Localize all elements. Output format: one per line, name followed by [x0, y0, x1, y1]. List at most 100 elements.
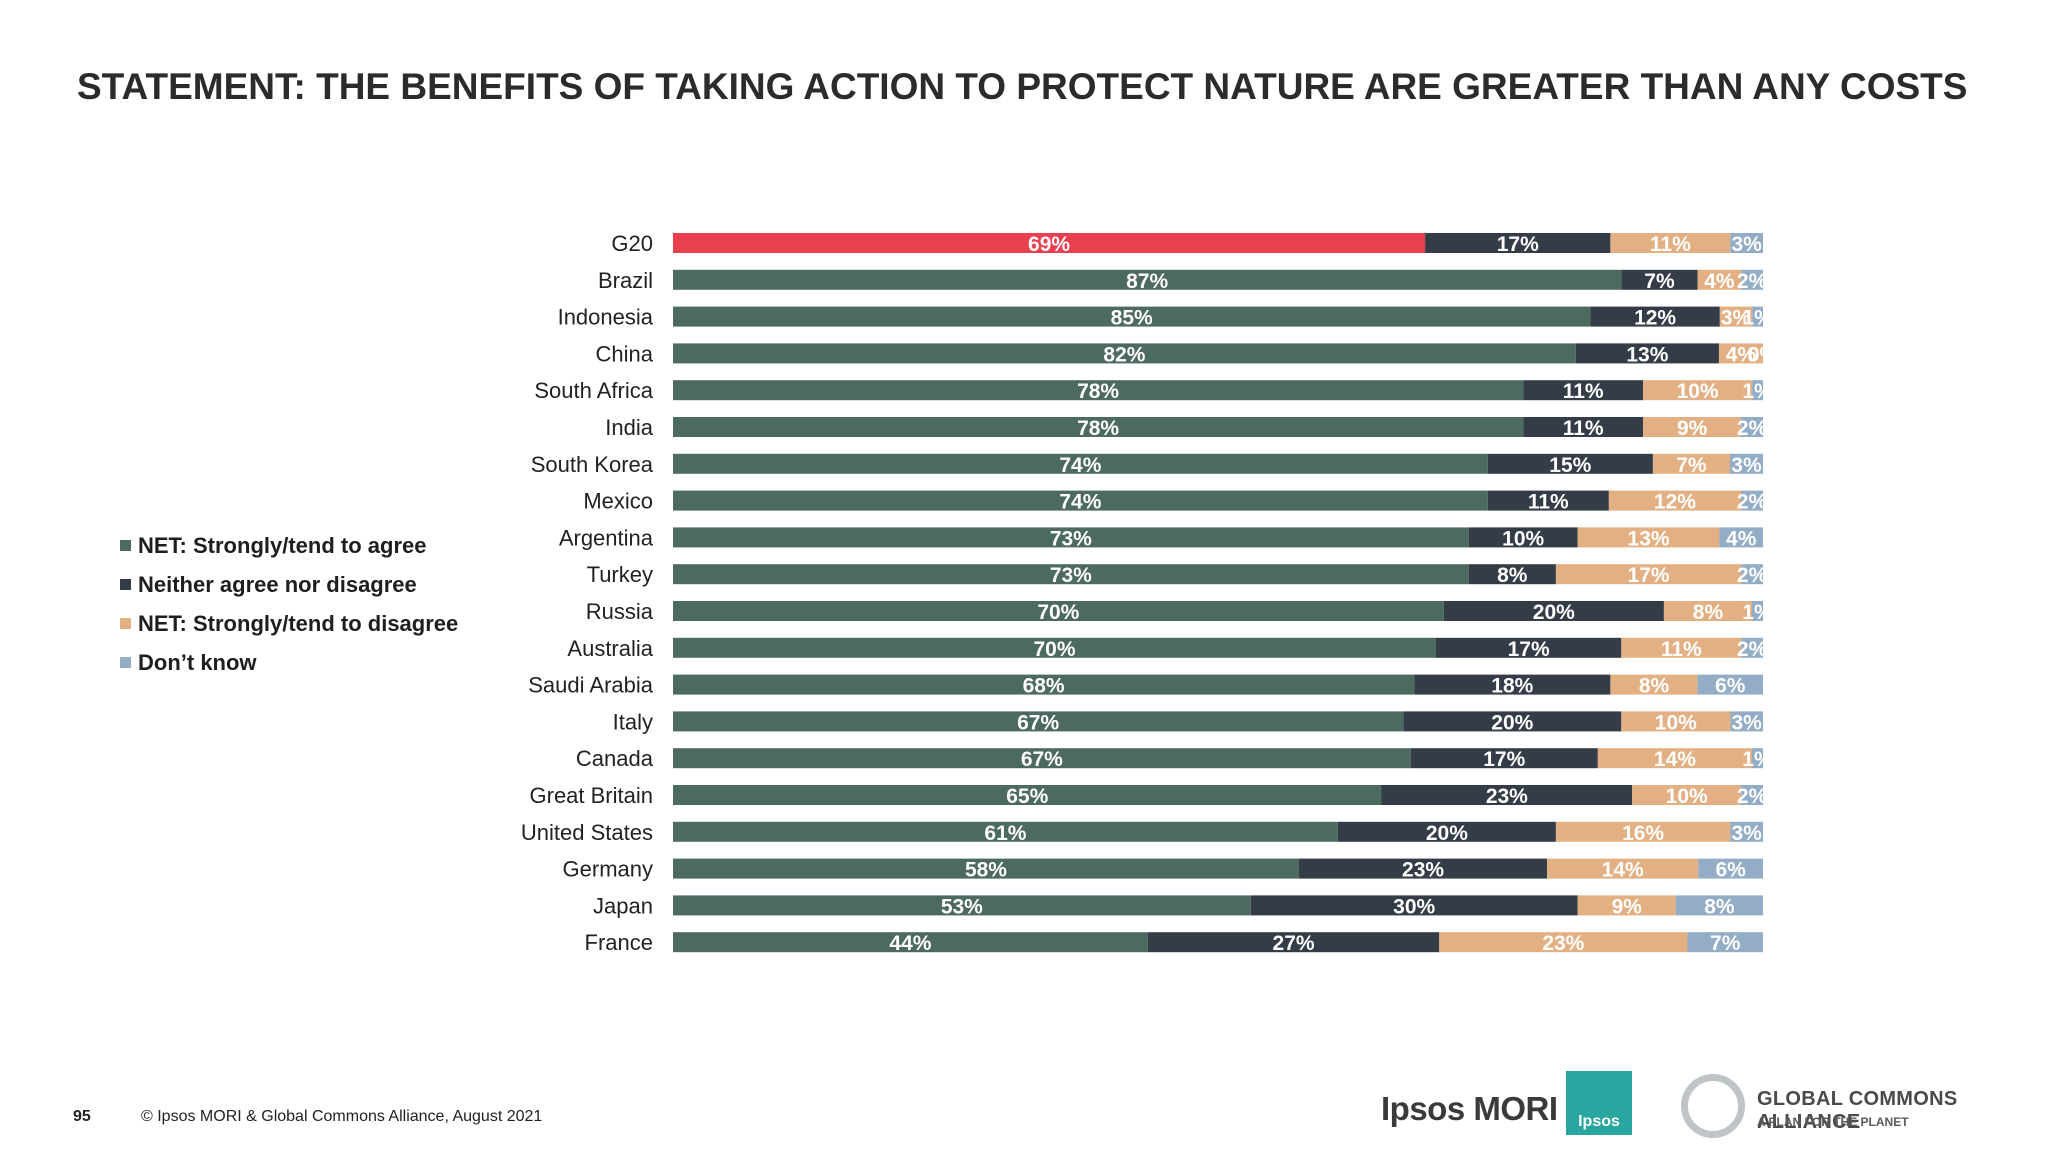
bar-united-states-agree [673, 821, 1338, 842]
data-label-australia-disagree: 11% [1661, 638, 1702, 661]
bar-g20-dont-know [1730, 233, 1763, 253]
data-label-russia-neither: 20% [1533, 601, 1575, 624]
data-label-united-states-dont-know: 3% [1731, 822, 1762, 845]
legend-item-disagree: NET: Strongly/tend to disagree [120, 604, 458, 643]
data-label-japan-neither: 30% [1393, 895, 1435, 918]
data-label-australia-neither: 17% [1508, 638, 1550, 661]
global-commons-logo-tagline: A PLAN FOR THE PLANET [1757, 1115, 1909, 1129]
legend-swatch-neither [120, 579, 131, 590]
bar-china-neither [1575, 343, 1719, 364]
category-label-south-africa: South Africa [534, 378, 653, 403]
data-label-great-britain-dont-know: 2% [1737, 785, 1768, 808]
data-label-south-korea-disagree: 7% [1676, 454, 1707, 477]
data-label-china-neither: 13% [1626, 343, 1668, 366]
bar-brazil-disagree [1697, 269, 1742, 290]
legend-label-neither: Neither agree nor disagree [138, 571, 417, 597]
category-label-canada: Canada [576, 746, 654, 771]
bar-indonesia-agree [673, 306, 1591, 327]
data-label-great-britain-neither: 23% [1486, 785, 1528, 808]
data-label-argentina-neither: 10% [1502, 527, 1544, 550]
legend-label-dont-know: Don’t know [138, 649, 257, 675]
page-number: 95 [73, 1108, 91, 1125]
category-label-france: France [585, 930, 653, 955]
bar-saudi-arabia-agree [673, 674, 1415, 695]
category-label-china: China [596, 341, 654, 366]
page-title: STATEMENT: THE BENEFITS OF TAKING ACTION… [77, 66, 1968, 107]
bar-italy-dont-know [1730, 711, 1763, 732]
data-label-mexico-agree: 74% [1059, 491, 1101, 514]
bar-india-disagree [1643, 417, 1742, 437]
bar-japan-agree [673, 895, 1251, 916]
data-label-brazil-neither: 7% [1644, 270, 1675, 293]
bar-australia-agree [673, 637, 1436, 658]
global-commons-logo-icon [1681, 1074, 1745, 1138]
data-label-g20-agree: 69% [1028, 233, 1070, 256]
bar-italy-disagree [1621, 711, 1731, 732]
data-label-france-agree: 44% [889, 932, 931, 955]
data-label-canada-dont-know: 1% [1742, 748, 1773, 771]
data-label-italy-neither: 20% [1491, 711, 1533, 734]
data-label-china-disagree: 4% [1726, 343, 1757, 366]
category-label-indonesia: Indonesia [558, 305, 654, 330]
data-label-argentina-dont-know: 4% [1726, 527, 1757, 550]
data-label-turkey-dont-know: 2% [1737, 564, 1768, 587]
bar-mexico-dont-know [1740, 490, 1763, 511]
bar-brazil-neither [1621, 269, 1698, 290]
data-label-g20-neither: 17% [1497, 233, 1539, 256]
legend-swatch-dont-know [120, 657, 131, 668]
category-label-italy: Italy [613, 709, 653, 734]
ipsos-mori-logo: Ipsos MORI [1381, 1090, 1558, 1127]
bar-argentina-disagree [1577, 527, 1720, 548]
data-label-south-africa-disagree: 10% [1677, 380, 1719, 403]
data-label-turkey-neither: 8% [1497, 564, 1528, 587]
data-label-g20-disagree: 11% [1650, 233, 1691, 256]
data-label-canada-disagree: 14% [1654, 748, 1696, 771]
bar-italy-agree [673, 711, 1404, 732]
bar-canada-neither [1410, 748, 1598, 769]
category-label-japan: Japan [593, 893, 653, 918]
data-label-indonesia-dont-know: 1% [1742, 307, 1773, 330]
bar-indonesia-dont-know [1752, 306, 1763, 327]
bar-canada-agree [673, 748, 1411, 769]
data-label-canada-neither: 17% [1483, 748, 1525, 771]
bar-great-britain-agree [673, 785, 1382, 805]
bar-russia-dont-know [1751, 601, 1763, 621]
data-label-saudi-arabia-neither: 18% [1491, 675, 1533, 698]
category-label-mexico: Mexico [583, 489, 653, 514]
bar-france-neither [1147, 932, 1440, 953]
data-label-italy-disagree: 10% [1655, 711, 1697, 734]
bar-india-dont-know [1741, 417, 1763, 437]
bar-south-africa-neither [1523, 380, 1644, 401]
bar-mexico-agree [673, 490, 1488, 511]
category-label-g20: G20 [611, 231, 653, 256]
data-label-mexico-neither: 11% [1528, 491, 1569, 514]
bar-argentina-neither [1468, 527, 1578, 548]
category-label-great-britain: Great Britain [530, 783, 654, 808]
bar-mexico-neither [1487, 490, 1609, 511]
bar-turkey-dont-know [1741, 564, 1763, 585]
bar-argentina-agree [673, 527, 1469, 548]
bar-great-britain-dont-know [1741, 785, 1763, 805]
data-label-germany-agree: 58% [965, 859, 1007, 882]
category-label-india: India [605, 415, 653, 440]
bar-saudi-arabia-neither [1414, 674, 1611, 695]
legend-label-disagree: NET: Strongly/tend to disagree [138, 610, 459, 636]
data-label-g20-dont-know: 3% [1731, 233, 1762, 256]
data-label-mexico-dont-know: 2% [1737, 491, 1768, 514]
data-label-brazil-agree: 87% [1126, 270, 1168, 293]
bar-saudi-arabia-dont-know [1697, 674, 1763, 695]
bar-south-korea-agree [673, 453, 1488, 474]
bar-india-agree [673, 417, 1524, 437]
data-label-france-dont-know: 7% [1710, 932, 1741, 955]
data-label-indonesia-disagree: 3% [1721, 307, 1752, 330]
bar-turkey-neither [1468, 564, 1556, 585]
category-label-saudi-arabia: Saudi Arabia [528, 673, 654, 698]
bar-saudi-arabia-disagree [1610, 674, 1698, 695]
data-label-russia-disagree: 8% [1693, 601, 1724, 624]
data-label-saudi-arabia-dont-know: 6% [1715, 675, 1746, 698]
data-label-italy-dont-know: 3% [1731, 711, 1762, 734]
bar-g20-neither [1425, 233, 1611, 253]
data-label-united-states-agree: 61% [984, 822, 1026, 845]
bar-germany-neither [1298, 858, 1548, 879]
bar-australia-disagree [1621, 637, 1742, 658]
